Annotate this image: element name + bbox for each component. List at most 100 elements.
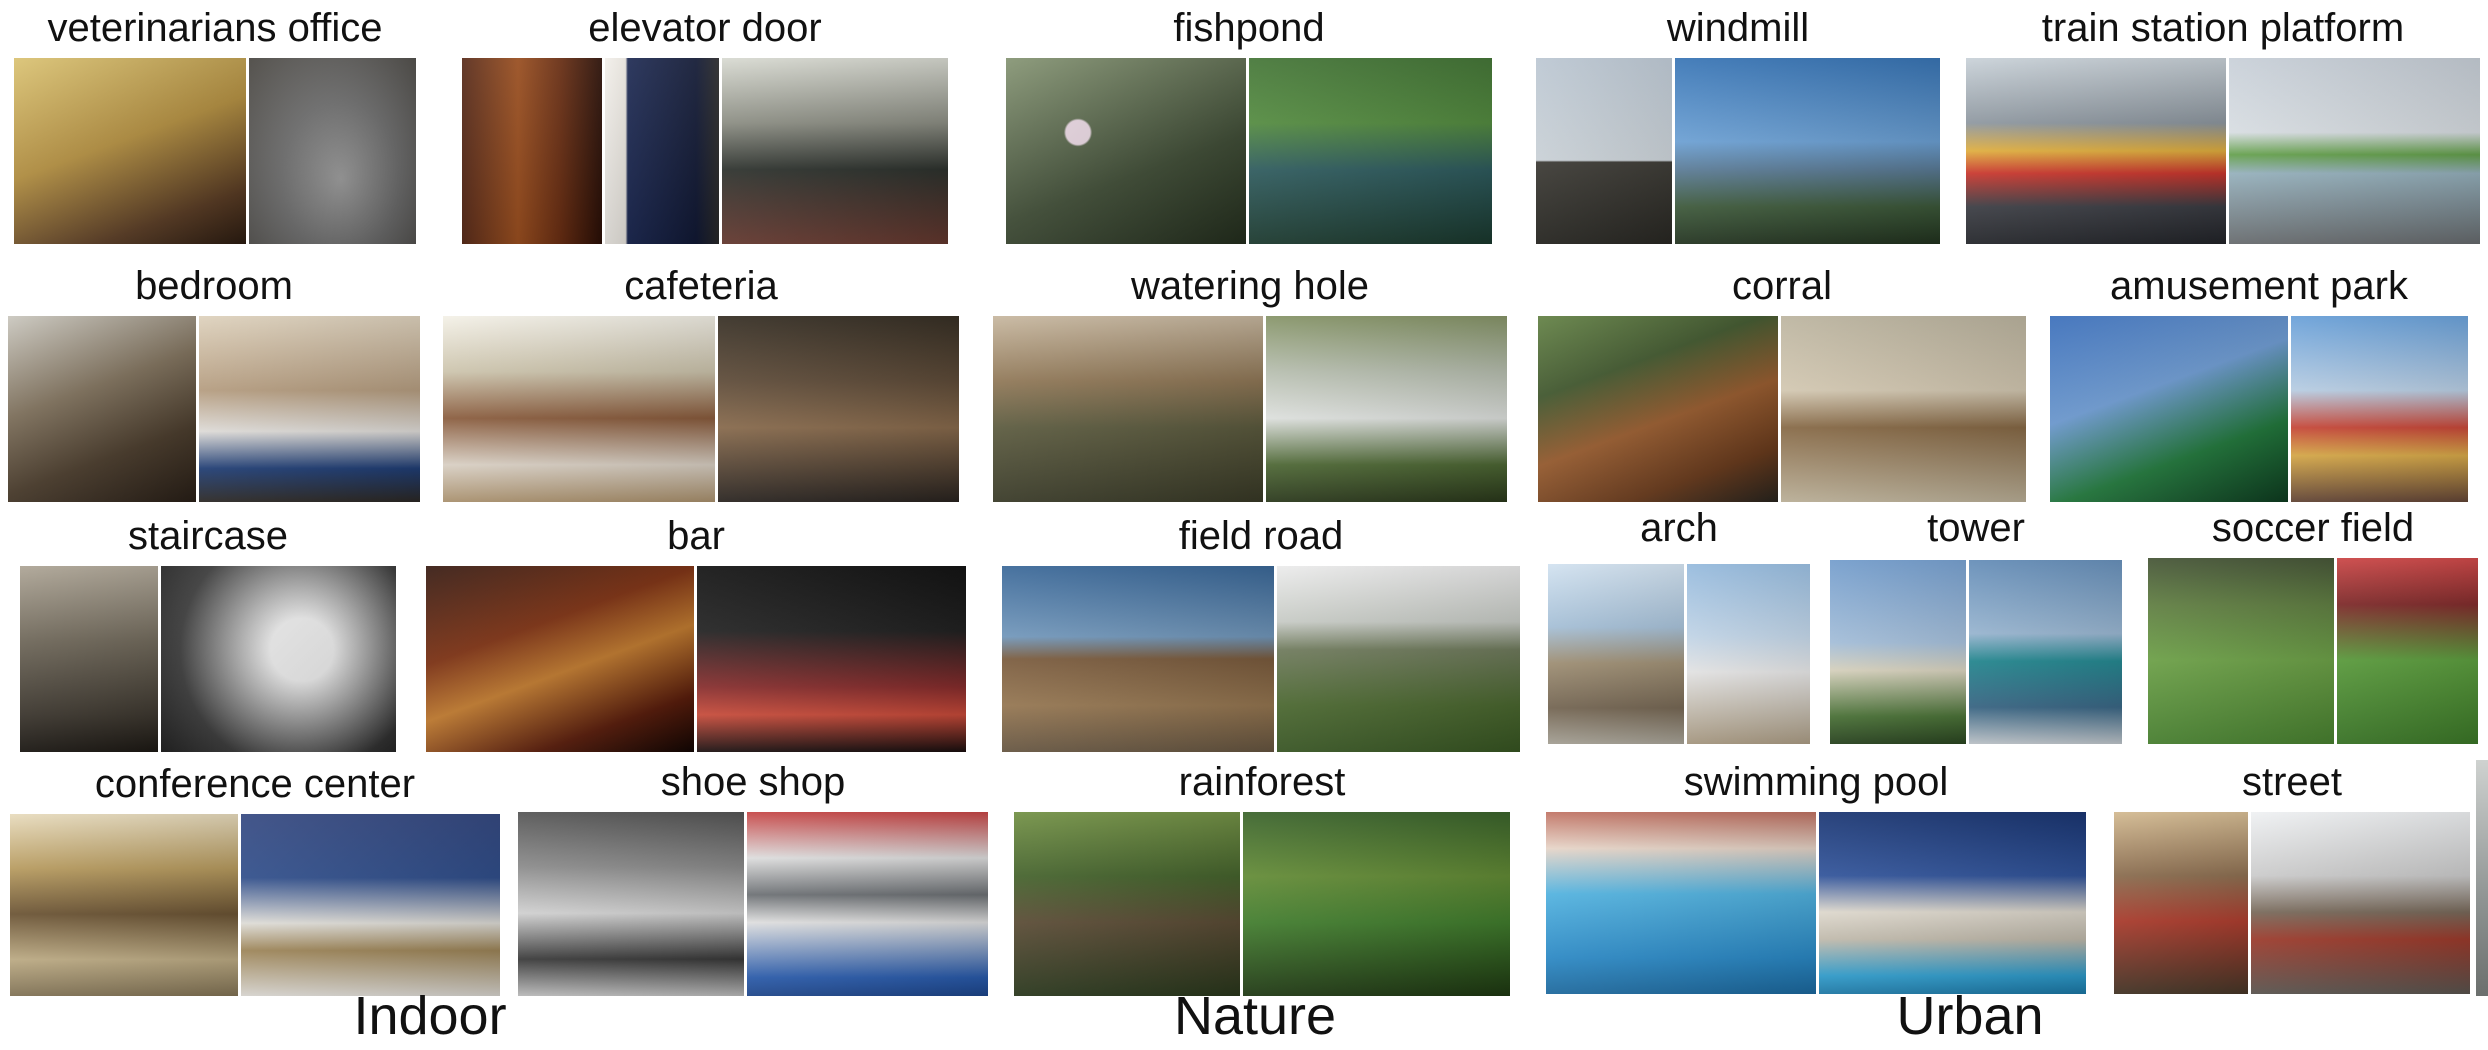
scene-photo [518,812,744,996]
photo-pair [1536,58,1940,244]
scene-title: arch [1640,506,1718,550]
scene-photo [443,316,715,502]
scene-photo [1675,58,1940,244]
scene-photo [2291,316,2468,502]
scene-conference-center: conference center [10,760,500,996]
scene-swimming-pool: swimming pool [1546,758,2086,994]
group-label-indoor: Indoor [353,986,507,1046]
scene-photo [1538,316,1778,502]
scene-photo [993,316,1263,502]
photo-pair [1006,58,1492,244]
scene-photo [2229,58,2480,244]
scene-elevator-door: elevator door [462,4,948,244]
scene-photo [1014,812,1240,996]
scene-title: bar [667,514,725,558]
scene-photo [697,566,966,752]
scene-bedroom: bedroom [8,262,420,502]
scene-soccer-field: soccer field [2148,504,2478,744]
scene-photo [8,316,196,502]
photo-pair [2114,812,2470,994]
photo-pair [2148,558,2478,744]
scene-photo [1966,58,2226,244]
scene-windmill: windmill [1536,4,1940,244]
photo-pair [993,316,1507,502]
photo-pair [426,566,966,752]
scene-title: watering hole [1131,264,1369,308]
scene-photo [605,58,719,244]
scene-photo [161,566,396,752]
photo-pair [1538,316,2026,502]
photo-pair [2050,316,2468,502]
scene-photo [718,316,959,502]
photo-pair [1014,812,1510,996]
scene-photo [1687,564,1810,744]
scene-photo [1006,58,1246,244]
scene-title: street [2241,760,2343,804]
scene-photo [1002,566,1274,752]
scene-photo [1548,564,1684,744]
scene-watering-hole: watering hole [993,262,1507,502]
photo-pair [1830,560,2122,744]
scene-title: swimming pool [1683,760,1949,804]
scene-photo [1830,560,1966,744]
scene-title: shoe shop [660,760,846,804]
photo-pair [518,812,988,996]
photo-pair [1002,566,1520,752]
scene-photo [426,566,694,752]
scene-title: cafeteria [624,264,778,308]
scene-photo [14,58,246,244]
group-label-urban: Urban [1896,986,2044,1046]
scene-street: street [2114,758,2470,994]
scene-photo [1266,316,1507,502]
scene-cafeteria: cafeteria [443,262,959,502]
scene-photo [249,58,416,244]
scene-title: bedroom [135,264,293,308]
scene-title: rainforest [1178,760,1346,804]
scene-corral: corral [1538,262,2026,502]
scene-photo [10,814,238,996]
scene-rainforest: rainforest [1014,758,1510,996]
scene-veterinarians-office: veterinarians office [14,4,416,244]
scene-photo [2148,558,2334,744]
scene-shoe-shop: shoe shop [518,758,988,996]
scene-amusement-park: amusement park [2050,262,2468,502]
photo-pair [20,566,396,752]
photo-pair [462,58,948,244]
scene-photo [2337,558,2478,744]
scene-photo [241,814,500,996]
scene-staircase: staircase [20,512,396,752]
scene-arch: arch [1548,504,1810,744]
photo-pair [8,316,420,502]
scene-photo [2251,812,2470,994]
scene-photo [1781,316,2026,502]
scene-title: staircase [127,514,289,558]
scene-title: amusement park [2110,264,2408,308]
scene-title: soccer field [2211,506,2415,550]
scene-title: windmill [1666,6,1810,50]
scene-photo [20,566,158,752]
scene-title: corral [1731,264,1833,308]
scene-title: fishpond [1173,6,1325,50]
cropped-photo-edge [2476,760,2488,996]
scene-photo [1819,812,2086,994]
scene-photo [1277,566,1520,752]
photo-pair [1548,564,1810,744]
scene-photo [1536,58,1672,244]
scene-title: tower [1927,506,2025,550]
photo-pair [1546,812,2086,994]
photo-pair [14,58,416,244]
photo-pair [443,316,959,502]
scene-tower: tower [1830,504,2122,744]
scene-photo [1249,58,1492,244]
photo-pair [1966,58,2480,244]
group-label-nature: Nature [1173,986,1337,1046]
scene-title: veterinarians office [47,6,383,50]
scene-photo [2114,812,2248,994]
scene-train-station-platform: train station platform [1966,4,2480,244]
scene-title: elevator door [588,6,822,50]
scene-photo [722,58,948,244]
scene-photo [1243,812,1510,996]
scene-title: field road [1178,514,1344,558]
scene-title: conference center [94,762,416,806]
scene-title: train station platform [2041,6,2405,50]
